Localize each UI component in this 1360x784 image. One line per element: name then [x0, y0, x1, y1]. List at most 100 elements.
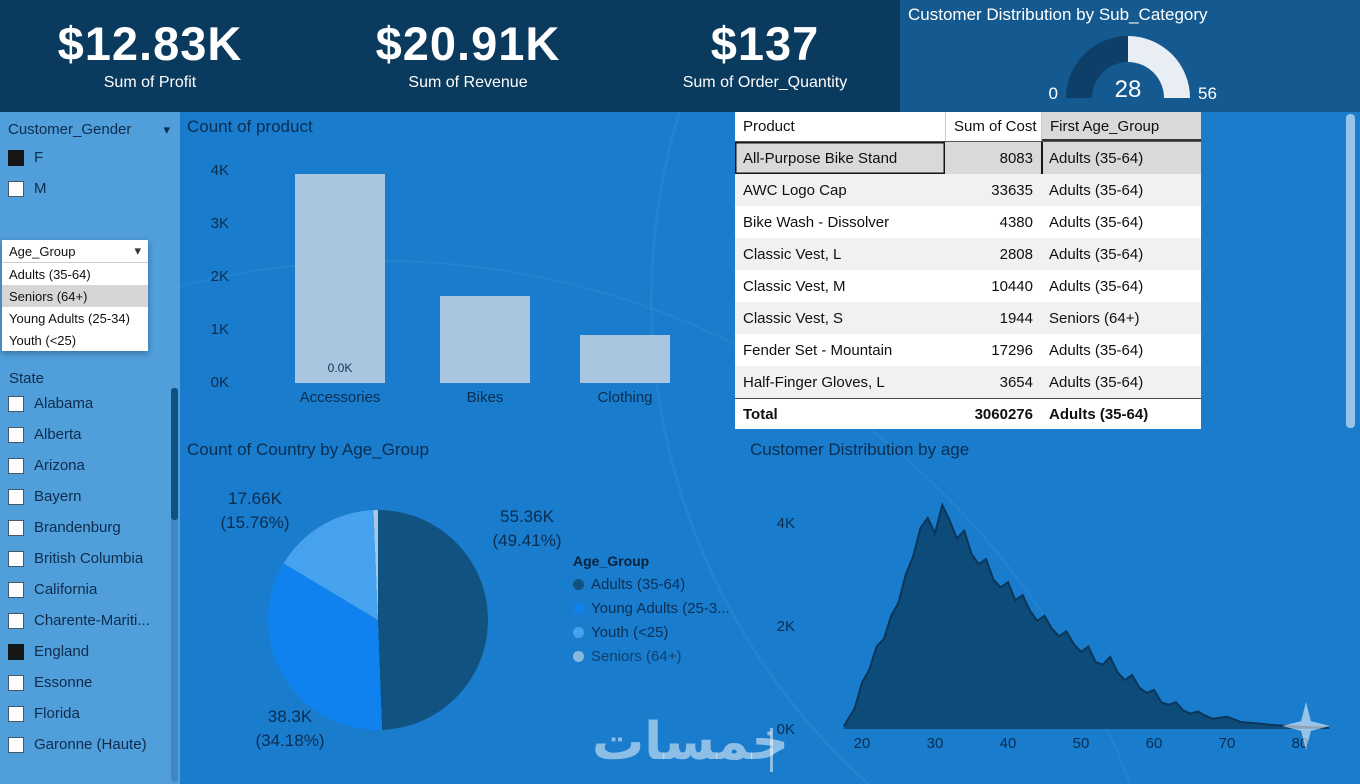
gauge-min-label: 0 — [1048, 84, 1058, 103]
legend-item[interactable]: Young Adults (25-3... — [573, 600, 730, 617]
table-row[interactable]: Classic Vest, M 10440 Adults (35-64) — [735, 270, 1201, 302]
checkbox-unchecked[interactable] — [8, 457, 24, 474]
state-options-list: Alabama Alberta Arizona Bayern Brandenburg Br… — [0, 388, 170, 784]
gauge-chart[interactable] — [1066, 36, 1190, 98]
state-option[interactable]: British Columbia — [0, 543, 170, 574]
area-fill-shape[interactable] — [843, 505, 1330, 729]
legend-label: Seniors (64+) — [591, 648, 682, 665]
table-row[interactable]: Classic Vest, L 2808 Adults (35-64) — [735, 238, 1201, 270]
pie-chart[interactable] — [268, 510, 488, 730]
bar-ytick: 1K — [210, 321, 229, 338]
kpi-profit-value: $12.83K — [57, 17, 243, 70]
age-cell: Seniors (64+) — [1049, 309, 1140, 327]
state-option[interactable]: Alberta — [0, 419, 170, 450]
table-row[interactable]: Fender Set - Mountain 17296 Adults (35-64) — [735, 334, 1201, 366]
watermark-text: خمسات — [592, 713, 790, 771]
age-group-dropdown[interactable]: Age_Group ▾ Adults (35-64) Seniors (64+) Y… — [2, 240, 148, 351]
total-age-cell: Adults (35-64) — [1049, 405, 1149, 423]
state-slicer-title: State — [9, 370, 45, 387]
state-scrollbar-thumb[interactable] — [171, 388, 178, 520]
state-option-label: Florida — [34, 705, 80, 722]
table-row[interactable]: All-Purpose Bike Stand 8083 Adults (35-64) — [735, 142, 1201, 174]
state-option[interactable]: Brandenburg — [0, 512, 170, 543]
kpi-revenue-label: Sum of Revenue — [408, 74, 528, 91]
state-option[interactable]: Alabama — [0, 388, 170, 419]
table-row[interactable]: Half-Finger Gloves, L 3654 Adults (35-64) — [735, 366, 1201, 398]
age-options-list: Adults (35-64) Seniors (64+) Young Adults … — [2, 263, 148, 351]
pie-label-value: 55.36K — [500, 507, 554, 526]
checkbox-unchecked[interactable] — [8, 736, 24, 753]
age-dropdown-header[interactable]: Age_Group ▾ — [2, 240, 148, 263]
state-option-label: Brandenburg — [34, 519, 121, 536]
state-option[interactable]: Essonne — [0, 667, 170, 698]
checkbox-unchecked[interactable] — [8, 180, 24, 197]
bar-ytick: 2K — [210, 268, 229, 285]
gender-slicer-header[interactable]: Customer_Gender ▾ — [0, 112, 180, 142]
state-option[interactable]: Bayern — [0, 481, 170, 512]
bar-chart-plot: 0K 1K 2K 3K 4K Accessories 0.0K Bikes Clothing — [185, 112, 733, 434]
gender-option[interactable]: M — [0, 173, 180, 204]
area-xtick: 60 — [1145, 735, 1163, 752]
checkbox-unchecked[interactable] — [8, 426, 24, 443]
age-option[interactable]: Adults (35-64) — [2, 263, 148, 285]
gender-option[interactable]: F — [0, 142, 180, 173]
chevron-down-icon[interactable]: ▾ — [163, 121, 170, 137]
column-header-cost[interactable]: Sum of Cost — [945, 112, 1041, 141]
checkbox-unchecked[interactable] — [8, 581, 24, 598]
checkbox-unchecked[interactable] — [8, 705, 24, 722]
age-dropdown-label: Age_Group — [9, 243, 76, 259]
cost-cell: 3654 — [999, 373, 1033, 391]
checkbox-unchecked[interactable] — [8, 395, 24, 412]
table-row[interactable]: AWC Logo Cap 33635 Adults (35-64) — [735, 174, 1201, 206]
table-row[interactable]: Bike Wash - Dissolver 4380 Adults (35-64) — [735, 206, 1201, 238]
chevron-down-icon[interactable]: ▾ — [134, 243, 141, 258]
checkbox-checked[interactable] — [8, 149, 24, 166]
pie-label-young-adults: 38.3K (34.18%) — [225, 705, 355, 753]
pie-legend: Age_Group Adults (35-64) Young Adults (25… — [573, 553, 730, 672]
state-option[interactable]: Garonne (Haute) — [0, 729, 170, 760]
bar-accessories[interactable] — [295, 174, 385, 383]
checkbox-unchecked[interactable] — [8, 612, 24, 629]
cost-cell: 2808 — [999, 245, 1033, 263]
legend-label: Youth (<25) — [591, 624, 669, 641]
checkbox-unchecked[interactable] — [8, 674, 24, 691]
legend-item[interactable]: Youth (<25) — [573, 624, 730, 641]
checkbox-checked[interactable] — [8, 643, 24, 660]
state-option[interactable]: California — [0, 574, 170, 605]
checkbox-unchecked[interactable] — [8, 488, 24, 505]
column-header-product[interactable]: Product — [743, 118, 795, 135]
bar-category-label: Clothing — [597, 389, 653, 406]
age-cell: Adults (35-64) — [1049, 373, 1144, 391]
bar-category-label: Bikes — [466, 389, 504, 406]
state-option-label: Charente-Mariti... — [34, 612, 150, 629]
bar-bikes[interactable] — [440, 296, 530, 383]
table-row[interactable]: Classic Vest, S 1944 Seniors (64+) — [735, 302, 1201, 334]
checkbox-unchecked[interactable] — [8, 550, 24, 567]
area-xtick: 70 — [1218, 735, 1236, 752]
state-option[interactable]: Florida — [0, 698, 170, 729]
area-chart[interactable] — [815, 495, 1345, 730]
state-option[interactable]: England — [0, 636, 170, 667]
state-option[interactable]: Arizona — [0, 450, 170, 481]
cost-cell: 10440 — [991, 277, 1033, 295]
bar-ytick: 0K — [210, 374, 229, 391]
area-chart-title: Customer Distribution by age — [750, 440, 970, 459]
legend-item[interactable]: Adults (35-64) — [573, 576, 730, 593]
state-option-label: British Columbia — [34, 550, 144, 567]
product-cell: All-Purpose Bike Stand — [735, 142, 945, 174]
state-scrollbar[interactable] — [171, 388, 178, 782]
legend-dot — [573, 651, 584, 662]
legend-item[interactable]: Seniors (64+) — [573, 648, 730, 665]
bar-clothing[interactable] — [580, 335, 670, 383]
checkbox-unchecked[interactable] — [8, 519, 24, 536]
age-option[interactable]: Young Adults (25-34) — [2, 307, 148, 329]
column-header-age[interactable]: First Age_Group — [1041, 112, 1201, 141]
table-scrollbar[interactable] — [1346, 114, 1355, 428]
area-ytick: 4K — [776, 515, 795, 532]
age-option[interactable]: Youth (<25) — [2, 329, 148, 351]
state-option[interactable]: Charente-Mariti... — [0, 605, 170, 636]
age-option[interactable]: Seniors (64+) — [2, 285, 148, 307]
legend-dot — [573, 579, 584, 590]
